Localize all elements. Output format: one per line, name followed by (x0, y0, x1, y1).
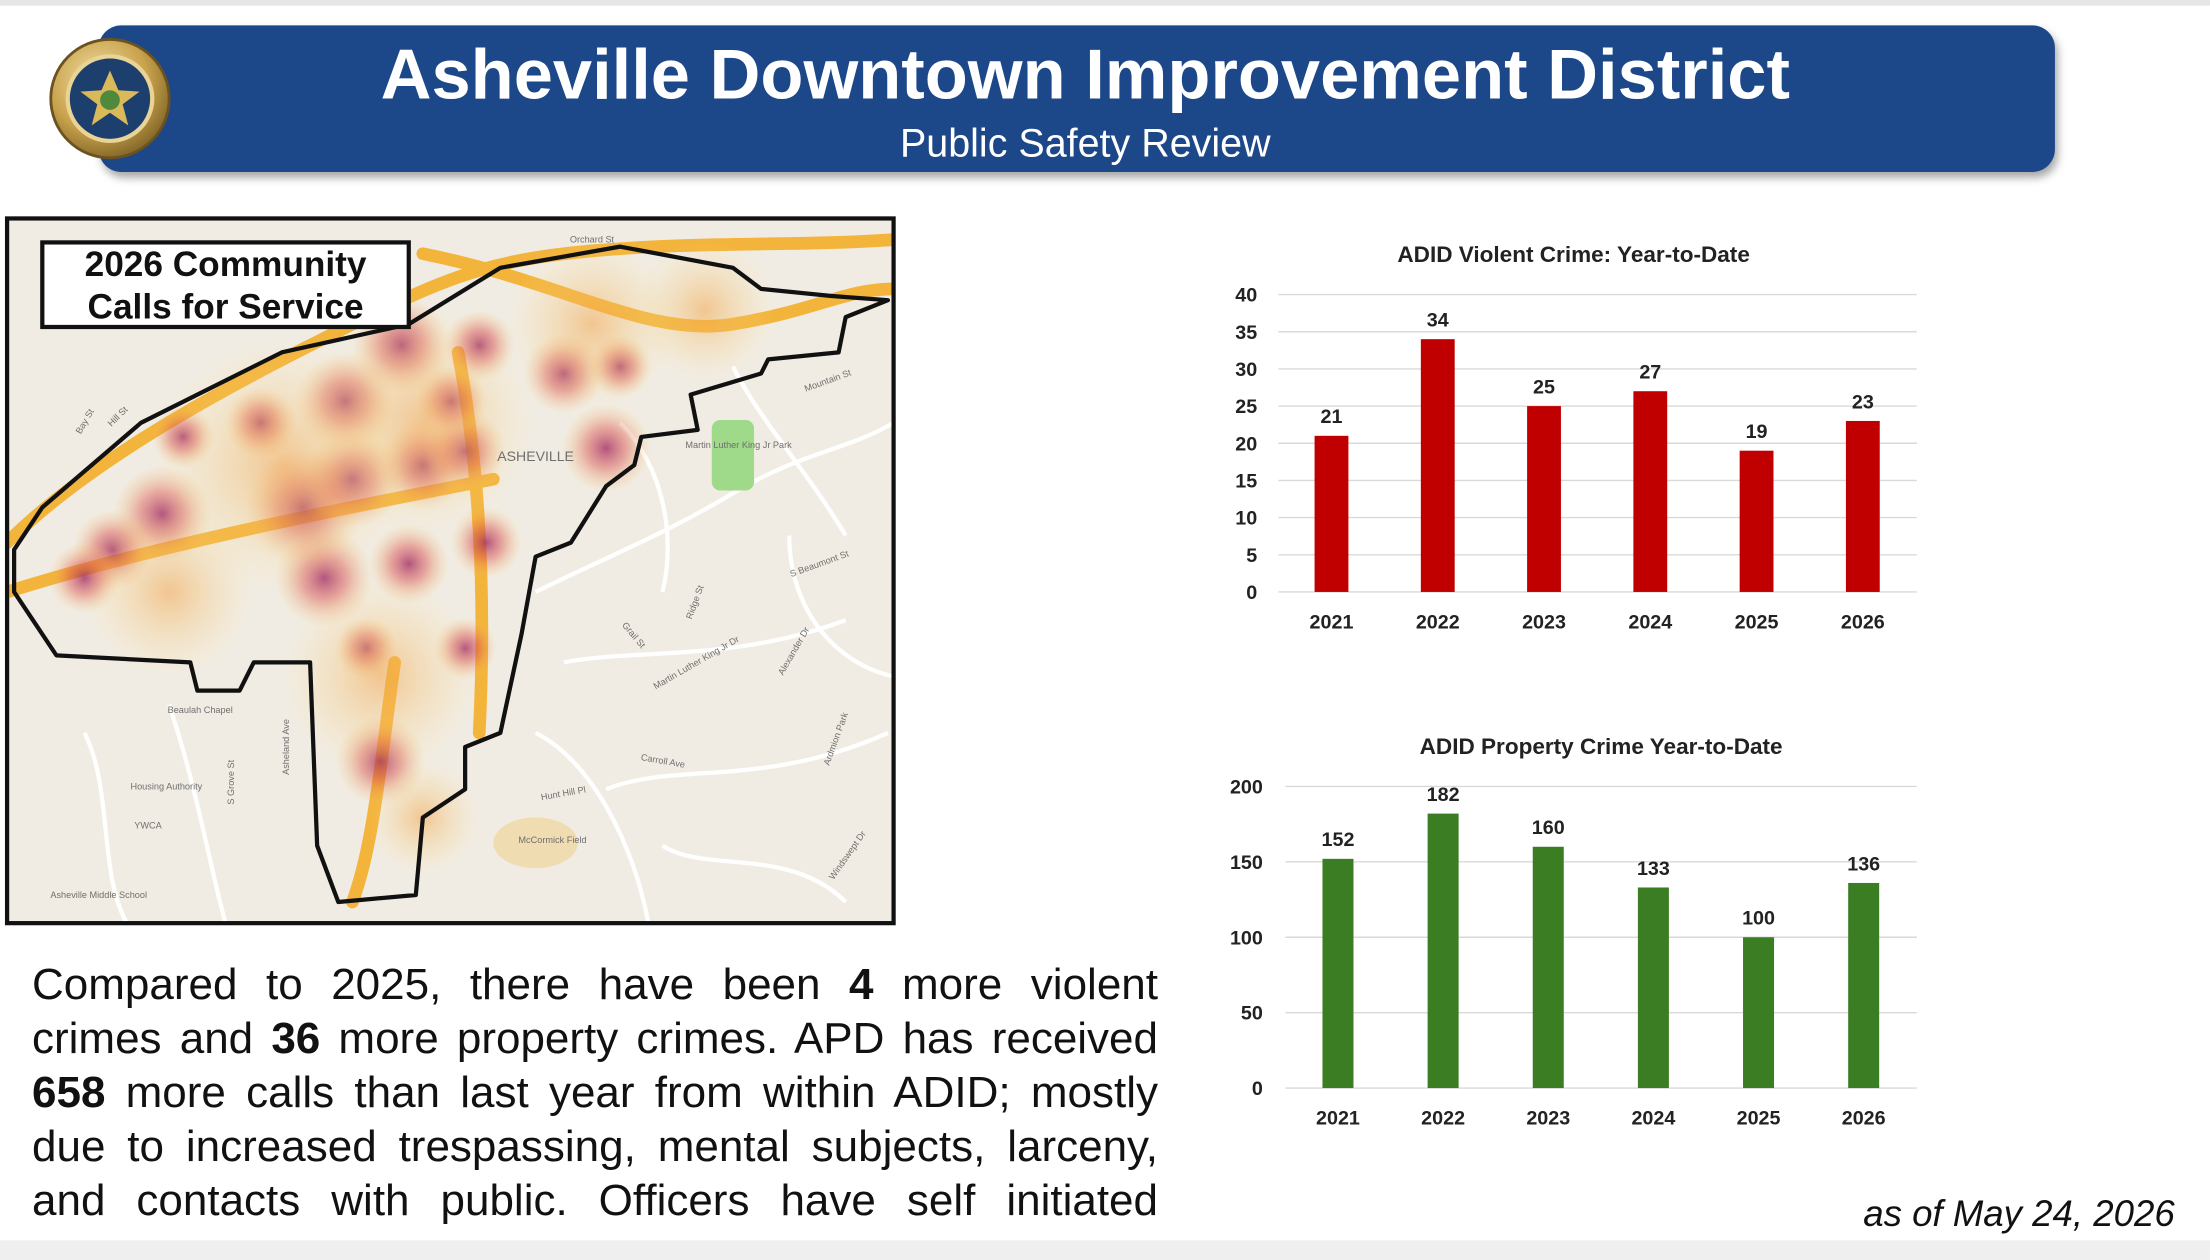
bottom-edge (0, 1240, 2210, 1260)
header-subtitle: Public Safety Review (900, 121, 1271, 165)
chart-title: ADID Violent Crime: Year-to-Date (1397, 242, 1749, 267)
bar (1427, 813, 1459, 1089)
data-label: 136 (1847, 853, 1880, 875)
summary-paragraph: Compared to 2025, there have been 4 more… (32, 958, 1158, 1240)
charts: ADID Violent Crime: Year-to-Date05101520… (1230, 242, 1917, 1130)
map-label: Housing Authority (130, 781, 202, 791)
x-tick-label: 2025 (1735, 612, 1779, 634)
x-tick-label: 2026 (1841, 612, 1885, 634)
bar (1739, 450, 1774, 592)
x-tick-label: 2024 (1631, 1108, 1675, 1130)
map-label: YWCA (134, 821, 162, 831)
data-label: 34 (1427, 309, 1449, 331)
y-tick-label: 5 (1246, 545, 1257, 567)
bar (1322, 858, 1354, 1089)
x-tick-label: 2026 (1842, 1108, 1886, 1130)
y-tick-label: 25 (1235, 396, 1257, 418)
highlight-number: 4 (849, 960, 874, 1009)
bar (1633, 391, 1668, 592)
y-tick-label: 10 (1235, 508, 1257, 530)
data-label: 25 (1533, 376, 1555, 398)
map-title-box (40, 240, 411, 330)
y-tick-label: 15 (1235, 470, 1257, 492)
y-tick-label: 0 (1252, 1078, 1263, 1100)
map-label: Orchard St (570, 234, 615, 244)
heat-area (281, 577, 480, 776)
y-tick-label: 50 (1241, 1003, 1263, 1025)
data-label: 100 (1742, 908, 1775, 930)
data-label: 27 (1639, 362, 1661, 384)
streets (82, 365, 894, 924)
map-label: ASHEVILLE (497, 448, 574, 464)
heat-area (310, 310, 536, 536)
bar (1743, 937, 1775, 1089)
map-title: 2026 Community (85, 245, 367, 284)
x-tick-label: 2022 (1421, 1108, 1465, 1130)
bar (1848, 882, 1880, 1089)
map-frame (4, 216, 896, 926)
heat-area (84, 507, 254, 677)
bar (1314, 435, 1349, 592)
heat-area (507, 239, 677, 409)
map-label: Beaulah Chapel (168, 705, 233, 715)
bar (1845, 420, 1880, 592)
x-tick-label: 2023 (1526, 1108, 1570, 1130)
field (493, 817, 578, 869)
text-run: more property crimes. APD has received (320, 1014, 1158, 1063)
map-label: S Grove St (226, 759, 236, 804)
as-of-date: as of May 24, 2026 (1863, 1193, 2175, 1234)
bar (1637, 887, 1669, 1089)
x-tick-label: 2024 (1628, 612, 1672, 634)
data-label: 23 (1852, 391, 1874, 413)
map-label: McCormick Field (518, 835, 586, 845)
y-tick-label: 200 (1230, 776, 1263, 798)
header-title: Asheville Downtown Improvement District (381, 35, 1790, 114)
x-tick-label: 2023 (1522, 612, 1566, 634)
text-run: more calls than last year from within AD… (32, 1068, 1158, 1225)
highlight-number: 36 (271, 1014, 321, 1063)
map-title: Calls for Service (88, 288, 364, 327)
y-tick-label: 0 (1246, 582, 1257, 604)
bar (1532, 846, 1564, 1089)
data-label: 160 (1532, 817, 1565, 839)
district-boundary (12, 244, 891, 905)
park (711, 420, 755, 491)
data-label: 182 (1427, 784, 1460, 806)
y-tick-label: 20 (1235, 433, 1257, 455)
y-tick-label: 40 (1235, 285, 1257, 307)
x-tick-label: 2021 (1316, 1108, 1360, 1130)
x-tick-label: 2021 (1310, 612, 1354, 634)
data-label: 19 (1746, 421, 1768, 443)
data-label: 152 (1322, 829, 1355, 851)
chart-title: ADID Property Crime Year-to-Date (1420, 734, 1783, 759)
map-label: Asheland Ave (281, 719, 291, 775)
data-label: 133 (1637, 858, 1670, 880)
map-label: Asheville Middle School (50, 890, 147, 900)
y-tick-label: 35 (1235, 322, 1257, 344)
text-run: Compared to 2025, there have been (32, 960, 850, 1009)
police-badge (49, 38, 171, 160)
bar (1420, 339, 1455, 592)
data-label: 21 (1321, 406, 1343, 428)
y-tick-label: 30 (1235, 359, 1257, 381)
y-tick-label: 100 (1230, 927, 1263, 949)
x-tick-label: 2025 (1737, 1108, 1781, 1130)
bar-chart: ADID Violent Crime: Year-to-Date 0 5 10 15 20… (1235, 242, 1917, 634)
highlight-number: 658 (32, 1068, 106, 1117)
map-label: Martin Luther King Jr Park (685, 440, 792, 450)
text-run: more violent crimes and (32, 960, 1158, 1063)
bar (1527, 406, 1561, 592)
x-tick-label: 2022 (1416, 612, 1460, 634)
y-tick-label: 150 (1230, 852, 1263, 874)
top-edge (0, 0, 2210, 6)
header-banner (98, 25, 2055, 172)
bar-chart: ADID Property Crime Year-to-Date 0 50 100 15… (1230, 734, 1917, 1130)
